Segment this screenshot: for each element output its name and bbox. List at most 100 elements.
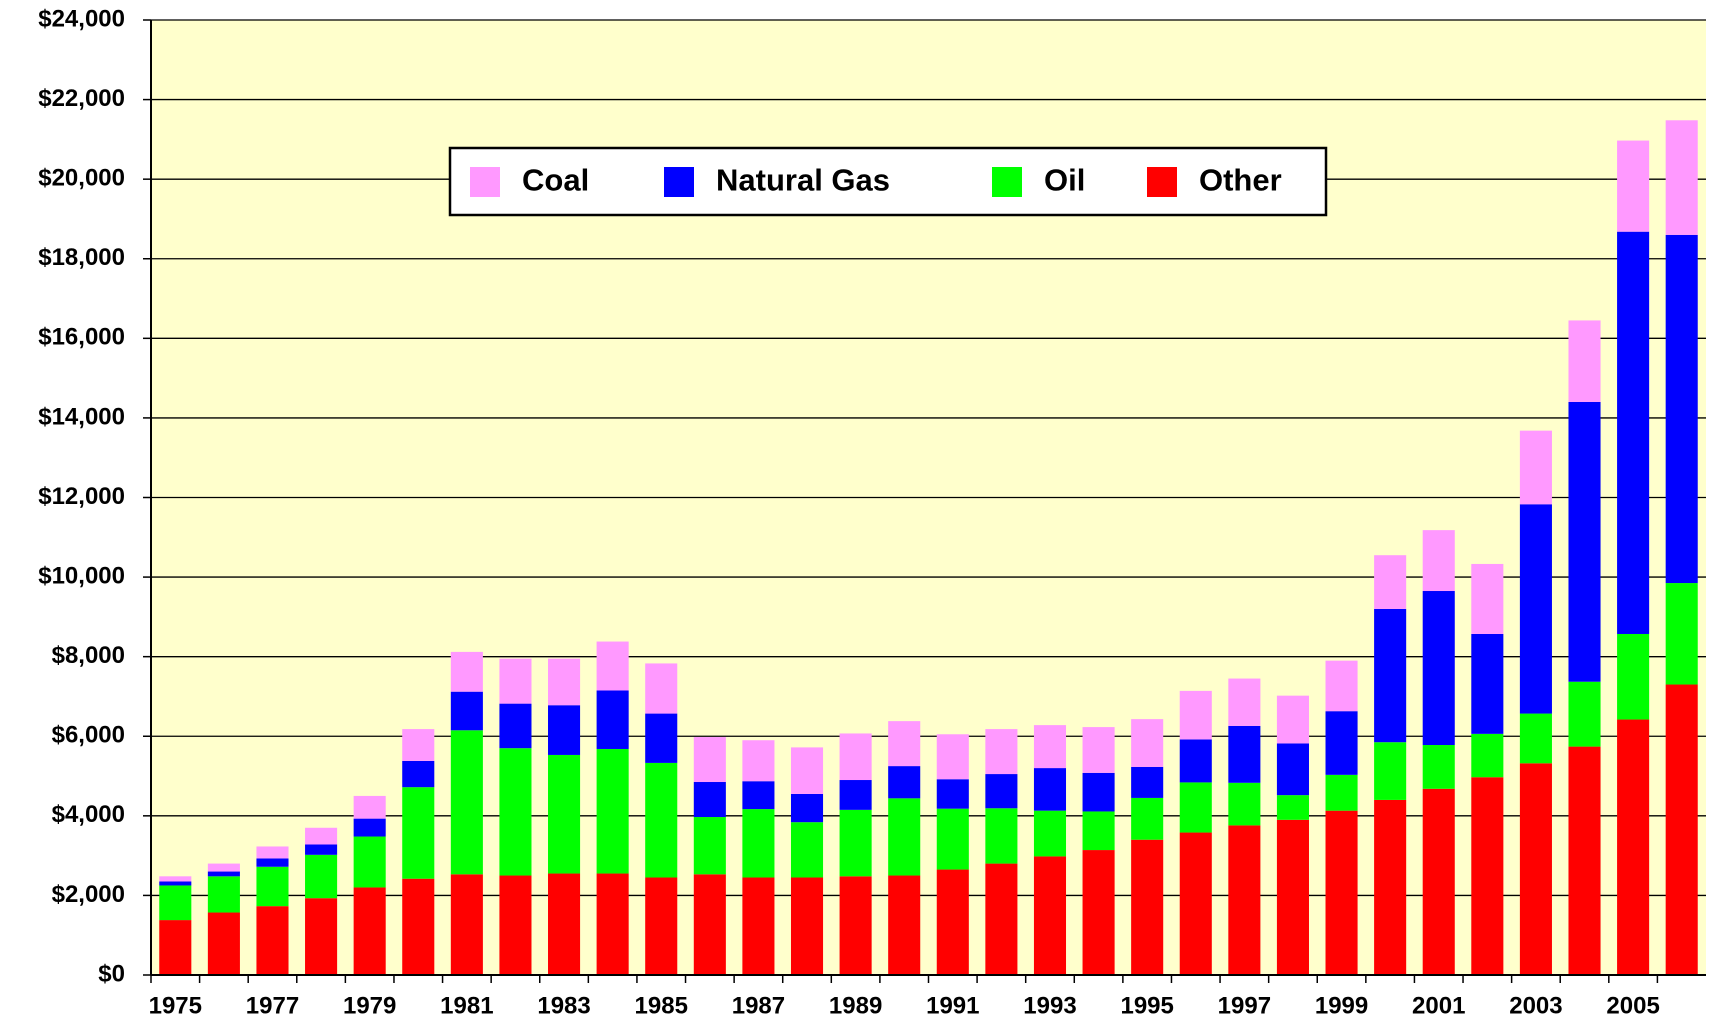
bar-segment bbox=[548, 754, 581, 874]
x-tick-label: 1987 bbox=[732, 992, 785, 1019]
x-tick-label: 1993 bbox=[1023, 992, 1076, 1019]
bar-segment bbox=[402, 729, 435, 761]
bar-segment bbox=[645, 762, 678, 878]
bar-segment bbox=[256, 858, 289, 867]
bar-segment bbox=[450, 691, 483, 731]
y-tick-label: $16,000 bbox=[38, 324, 125, 351]
bar-segment bbox=[1325, 774, 1358, 811]
bar-segment bbox=[159, 920, 192, 975]
legend-swatch bbox=[664, 167, 694, 197]
bar-segment bbox=[985, 729, 1018, 775]
bar-segment bbox=[742, 877, 775, 975]
bar-segment bbox=[1131, 766, 1164, 798]
bar-segment bbox=[402, 878, 435, 975]
x-tick-label: 1975 bbox=[149, 992, 202, 1019]
bar-segment bbox=[1325, 711, 1358, 775]
bar-segment bbox=[450, 874, 483, 975]
bar-segment bbox=[1228, 782, 1261, 826]
bar-segment bbox=[985, 808, 1018, 864]
bar-segment bbox=[1422, 745, 1455, 789]
y-tick-label: $14,000 bbox=[38, 403, 125, 430]
bar-segment bbox=[159, 876, 192, 882]
bar-segment bbox=[936, 734, 969, 780]
bar-segment bbox=[159, 881, 192, 886]
bar-segment bbox=[596, 690, 629, 749]
bar-segment bbox=[1471, 733, 1504, 778]
bar-segment bbox=[207, 871, 240, 877]
bar-segment bbox=[790, 877, 824, 975]
bar-segment bbox=[1131, 797, 1164, 840]
bar-segment bbox=[1422, 530, 1455, 592]
bar-segment bbox=[1665, 120, 1698, 235]
bar-segment bbox=[1228, 725, 1261, 783]
bar-segment bbox=[888, 721, 921, 767]
x-tick-label: 1997 bbox=[1218, 992, 1271, 1019]
bar-segment bbox=[1131, 839, 1164, 975]
bar-segment bbox=[742, 781, 775, 810]
bar-segment bbox=[693, 817, 726, 875]
x-tick-label: 1999 bbox=[1315, 992, 1368, 1019]
bar-segment bbox=[1617, 231, 1650, 634]
y-tick-label: $2,000 bbox=[52, 881, 125, 908]
bar-segment bbox=[1033, 768, 1067, 811]
bar-segment bbox=[1617, 719, 1650, 975]
bar-segment bbox=[353, 887, 386, 975]
bar-segment bbox=[1519, 504, 1552, 714]
bar-segment bbox=[1519, 430, 1552, 505]
bar-segment bbox=[1082, 811, 1115, 851]
bar-segment bbox=[888, 875, 921, 975]
bar-segment bbox=[985, 774, 1018, 809]
bar-segment bbox=[1179, 690, 1212, 740]
bar-segment bbox=[159, 885, 192, 921]
x-tick-label: 1991 bbox=[926, 992, 979, 1019]
bar-segment bbox=[1276, 795, 1309, 820]
bar-segment bbox=[839, 809, 872, 877]
bar-segment bbox=[596, 873, 629, 975]
bar-segment bbox=[1228, 678, 1261, 726]
bar-segment bbox=[548, 658, 581, 706]
legend-swatch bbox=[992, 167, 1022, 197]
bar-segment bbox=[1568, 681, 1601, 747]
legend-label: Coal bbox=[522, 163, 589, 198]
bar-segment bbox=[305, 827, 338, 845]
bar-segment bbox=[1665, 684, 1698, 975]
bar-segment bbox=[1374, 608, 1407, 743]
bar-segment bbox=[256, 846, 289, 859]
bar-segment bbox=[1374, 799, 1407, 975]
legend-swatch bbox=[470, 167, 500, 197]
bar-segment bbox=[693, 874, 726, 975]
x-tick-label: 1989 bbox=[829, 992, 882, 1019]
y-tick-label: $4,000 bbox=[52, 801, 125, 828]
bar-segment bbox=[936, 869, 969, 975]
bar-segment bbox=[1082, 850, 1115, 975]
bar-segment bbox=[499, 703, 532, 749]
bar-segment bbox=[305, 898, 338, 975]
bar-segment bbox=[1374, 555, 1407, 609]
bar-segment bbox=[499, 658, 532, 704]
bar-segment bbox=[645, 713, 678, 763]
bar-segment bbox=[1665, 583, 1698, 685]
bar-segment bbox=[1131, 719, 1164, 767]
bar-segment bbox=[1471, 563, 1504, 634]
legend-label: Natural Gas bbox=[716, 163, 890, 198]
legend-label: Other bbox=[1199, 163, 1282, 198]
bar-segment bbox=[1471, 777, 1504, 975]
bar-segment bbox=[1033, 810, 1067, 857]
bar-segment bbox=[1276, 695, 1309, 744]
bar-segment bbox=[1179, 739, 1212, 783]
bar-segment bbox=[353, 836, 386, 888]
bar-segment bbox=[1519, 713, 1552, 764]
bar-segment bbox=[1617, 140, 1650, 232]
y-tick-label: $24,000 bbox=[38, 5, 125, 32]
x-tick-label: 2001 bbox=[1412, 992, 1465, 1019]
bar-segment bbox=[548, 705, 581, 755]
bar-segment bbox=[1568, 402, 1601, 682]
x-tick-label: 1985 bbox=[635, 992, 688, 1019]
bar-segment bbox=[888, 766, 921, 799]
bar-segment bbox=[256, 866, 289, 907]
bar-segment bbox=[936, 779, 969, 809]
y-tick-label: $10,000 bbox=[38, 562, 125, 589]
bar-segment bbox=[353, 795, 386, 819]
bar-segment bbox=[207, 863, 240, 872]
